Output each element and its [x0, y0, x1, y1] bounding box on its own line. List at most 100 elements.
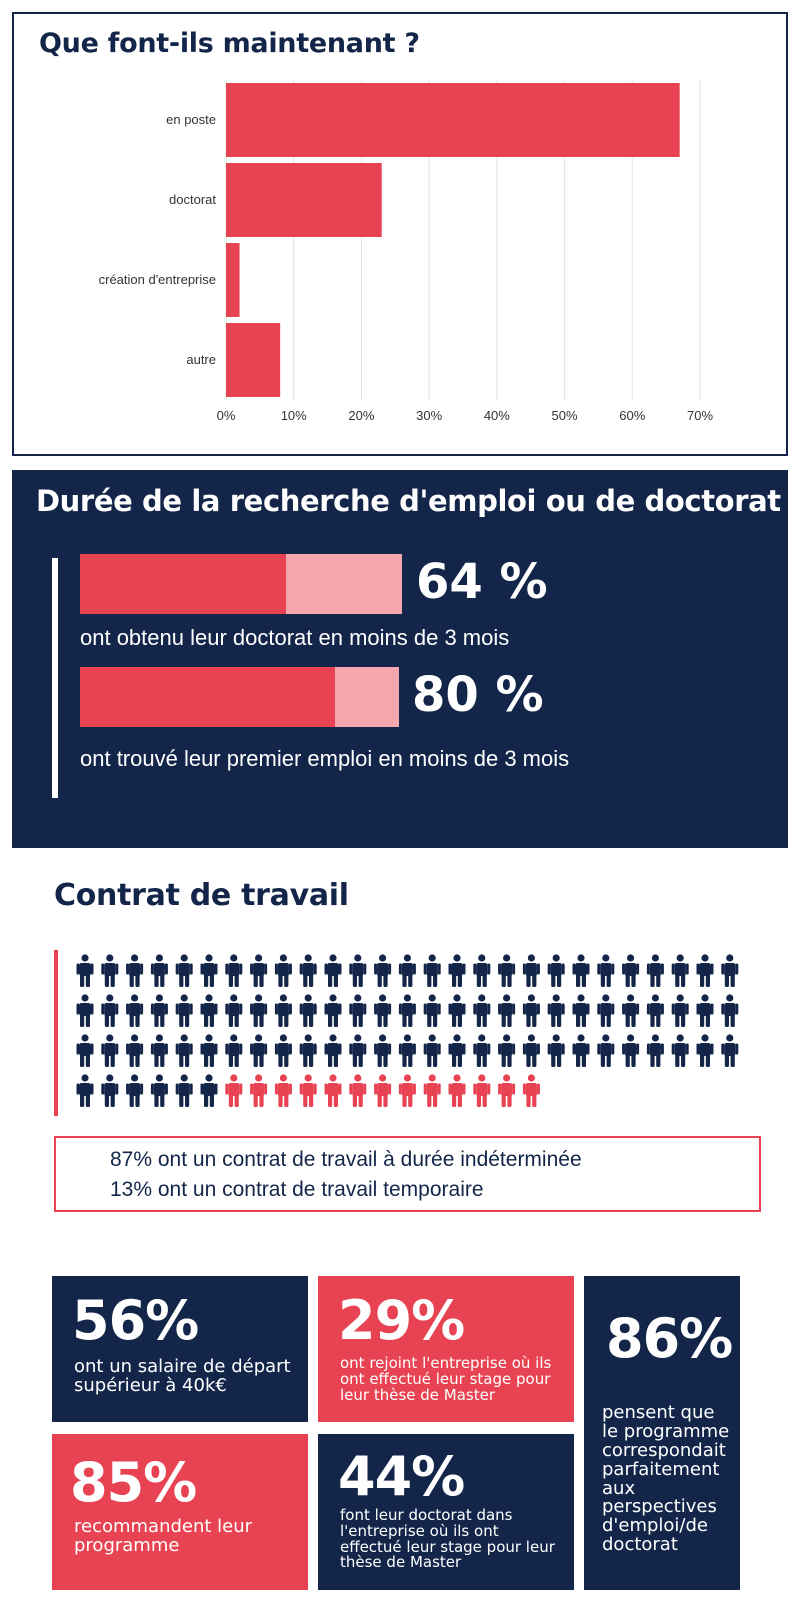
- person-permanent-icon: [126, 994, 144, 1027]
- program-fit-tile: 86% pensent que le programme corresponda…: [584, 1276, 740, 1590]
- person-permanent-icon: [250, 954, 268, 987]
- person-permanent-icon: [423, 954, 441, 987]
- person-permanent-icon: [76, 954, 94, 987]
- person-permanent-icon: [671, 994, 689, 1027]
- person-permanent-icon: [622, 1034, 640, 1067]
- person-permanent-icon: [200, 1074, 218, 1107]
- person-permanent-icon: [498, 994, 516, 1027]
- doctorate-percent: 64 %: [416, 554, 548, 610]
- person-permanent-icon: [721, 1034, 739, 1067]
- person-permanent-icon: [324, 1034, 342, 1067]
- person-temporary-icon: [522, 1074, 540, 1107]
- person-permanent-icon: [448, 994, 466, 1027]
- person-permanent-icon: [349, 1034, 367, 1067]
- person-permanent-icon: [200, 994, 218, 1027]
- person-permanent-icon: [498, 1034, 516, 1067]
- job-percent: 80 %: [412, 667, 544, 723]
- person-permanent-icon: [696, 1034, 714, 1067]
- phd-company-text: font leur doctorat dans l'entreprise où …: [340, 1506, 555, 1572]
- person-permanent-icon: [200, 954, 218, 987]
- x-tick-label: 0%: [217, 408, 236, 423]
- person-permanent-icon: [101, 994, 119, 1027]
- person-temporary-icon: [398, 1074, 416, 1107]
- chart-title: Que font-ils maintenant ?: [39, 28, 420, 59]
- person-permanent-icon: [175, 1034, 193, 1067]
- people-rule: [54, 950, 58, 1116]
- person-permanent-icon: [671, 954, 689, 987]
- person-temporary-icon: [225, 1074, 243, 1107]
- person-permanent-icon: [126, 1074, 144, 1107]
- x-tick-label: 40%: [484, 408, 510, 423]
- recommend-tile: 85% recommandent leur programme: [52, 1434, 308, 1590]
- x-tick-label: 50%: [552, 408, 578, 423]
- person-permanent-icon: [597, 994, 615, 1027]
- person-permanent-icon: [498, 954, 516, 987]
- person-permanent-icon: [572, 994, 590, 1027]
- person-temporary-icon: [250, 1074, 268, 1107]
- person-permanent-icon: [721, 994, 739, 1027]
- x-tick-label: 70%: [687, 408, 713, 423]
- person-permanent-icon: [101, 954, 119, 987]
- person-temporary-icon: [324, 1074, 342, 1107]
- person-permanent-icon: [473, 954, 491, 987]
- person-permanent-icon: [150, 954, 168, 987]
- person-permanent-icon: [126, 954, 144, 987]
- phd-company-percent: 44%: [338, 1445, 465, 1508]
- person-permanent-icon: [76, 994, 94, 1027]
- person-permanent-icon: [374, 954, 392, 987]
- category-label: en poste: [166, 112, 216, 127]
- x-tick-label: 10%: [281, 408, 307, 423]
- category-label: doctorat: [169, 192, 216, 207]
- salary-tile: 56% ont un salaire de départ supérieur à…: [52, 1276, 308, 1422]
- bar: [226, 163, 382, 237]
- person-permanent-icon: [150, 994, 168, 1027]
- person-permanent-icon: [522, 994, 540, 1027]
- person-permanent-icon: [522, 954, 540, 987]
- person-permanent-icon: [374, 994, 392, 1027]
- person-permanent-icon: [150, 1034, 168, 1067]
- person-temporary-icon: [349, 1074, 367, 1107]
- person-permanent-icon: [126, 1034, 144, 1067]
- person-permanent-icon: [622, 954, 640, 987]
- person-permanent-icon: [175, 954, 193, 987]
- person-permanent-icon: [324, 994, 342, 1027]
- person-temporary-icon: [448, 1074, 466, 1107]
- person-permanent-icon: [646, 994, 664, 1027]
- person-temporary-icon: [274, 1074, 292, 1107]
- person-permanent-icon: [101, 1074, 119, 1107]
- program-fit-text: pensent que le programme correspondait p…: [602, 1402, 730, 1556]
- person-permanent-icon: [547, 994, 565, 1027]
- person-permanent-icon: [250, 1034, 268, 1067]
- person-permanent-icon: [175, 1074, 193, 1107]
- person-permanent-icon: [696, 954, 714, 987]
- person-permanent-icon: [572, 954, 590, 987]
- person-permanent-icon: [299, 1034, 317, 1067]
- person-permanent-icon: [671, 1034, 689, 1067]
- person-permanent-icon: [299, 994, 317, 1027]
- recommend-text: recommandent leur programme: [74, 1516, 253, 1556]
- person-permanent-icon: [349, 954, 367, 987]
- doctorate-progress-fill: [80, 554, 287, 614]
- contract-legend-box: 87% ont un contrat de travail à durée in…: [54, 1136, 761, 1212]
- person-permanent-icon: [597, 954, 615, 987]
- person-permanent-icon: [423, 994, 441, 1027]
- recommend-percent: 85%: [70, 1451, 197, 1514]
- person-permanent-icon: [572, 1034, 590, 1067]
- salary-percent: 56%: [72, 1289, 199, 1352]
- person-permanent-icon: [398, 954, 416, 987]
- duration-title: Durée de la recherche d'emploi ou de doc…: [36, 484, 781, 518]
- doctorate-progress-bar: [80, 554, 402, 614]
- x-tick-label: 20%: [348, 408, 374, 423]
- people-pictogram: [76, 954, 739, 1107]
- person-permanent-icon: [423, 1034, 441, 1067]
- person-permanent-icon: [274, 1034, 292, 1067]
- person-permanent-icon: [76, 1074, 94, 1107]
- job-description: ont trouvé leur premier emploi en moins …: [80, 746, 570, 771]
- person-temporary-icon: [473, 1074, 491, 1107]
- person-permanent-icon: [274, 954, 292, 987]
- person-temporary-icon: [299, 1074, 317, 1107]
- person-temporary-icon: [423, 1074, 441, 1107]
- contract-permanent-text: 87% ont un contrat de travail à durée in…: [110, 1148, 582, 1171]
- category-label: création d'entreprise: [99, 272, 216, 287]
- person-permanent-icon: [150, 1074, 168, 1107]
